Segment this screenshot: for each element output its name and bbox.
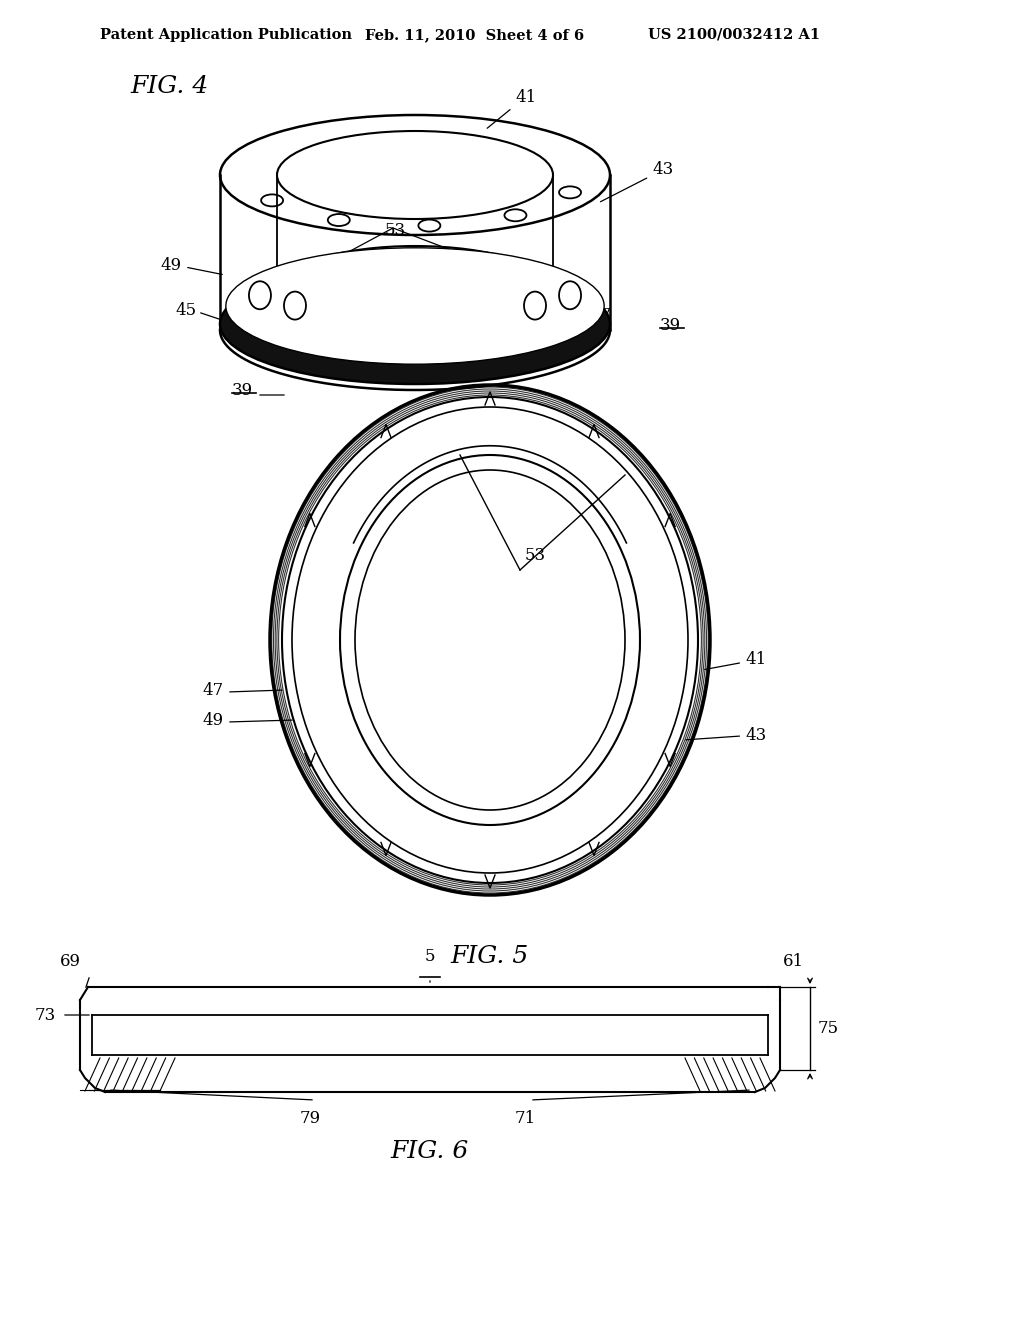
Text: 41: 41 <box>705 652 766 669</box>
Text: 61: 61 <box>783 953 804 970</box>
Text: FIG. 4: FIG. 4 <box>130 75 208 98</box>
Text: US 2100/0032412 A1: US 2100/0032412 A1 <box>648 28 820 42</box>
Text: 5: 5 <box>425 948 435 965</box>
Text: FIG. 5: FIG. 5 <box>451 945 529 968</box>
Text: 43: 43 <box>686 726 766 743</box>
Text: FIG. 6: FIG. 6 <box>391 1140 469 1163</box>
Text: 43: 43 <box>600 161 673 202</box>
Text: 49: 49 <box>160 257 181 275</box>
Text: 47: 47 <box>571 282 611 323</box>
Text: 71: 71 <box>515 1110 537 1127</box>
Text: 79: 79 <box>300 1110 322 1127</box>
Text: 39: 39 <box>660 317 681 334</box>
Text: 75: 75 <box>818 1020 839 1038</box>
Text: Patent Application Publication: Patent Application Publication <box>100 28 352 42</box>
Text: 41: 41 <box>487 88 537 128</box>
Text: Feb. 11, 2010  Sheet 4 of 6: Feb. 11, 2010 Sheet 4 of 6 <box>365 28 584 42</box>
Text: 49: 49 <box>202 711 223 729</box>
Text: 53: 53 <box>525 546 546 564</box>
Text: 47: 47 <box>202 682 223 700</box>
Text: 73: 73 <box>35 1006 56 1023</box>
Text: 39: 39 <box>232 381 253 399</box>
Ellipse shape <box>220 264 610 384</box>
Text: 53: 53 <box>385 222 407 239</box>
Text: 69: 69 <box>60 953 81 970</box>
Text: 45: 45 <box>175 302 197 319</box>
Ellipse shape <box>226 248 604 364</box>
